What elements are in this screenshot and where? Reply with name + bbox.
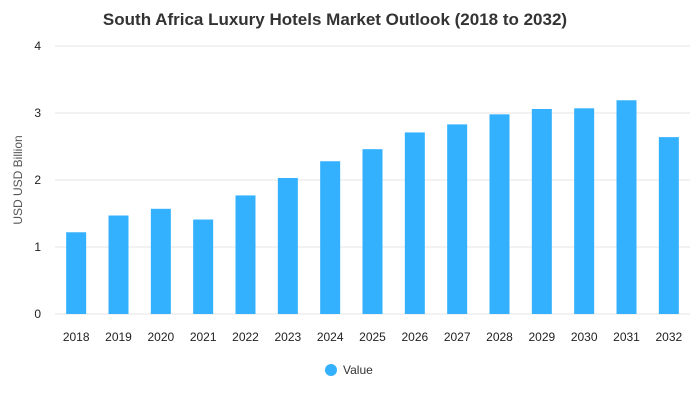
x-tick-label: 2023 <box>274 330 301 344</box>
x-tick-label: 2022 <box>232 330 259 344</box>
bar-2020[interactable] <box>150 208 171 314</box>
bar-2027[interactable] <box>447 124 468 314</box>
x-tick-label: 2024 <box>317 330 344 344</box>
x-tick-label: 2028 <box>486 330 513 344</box>
x-tick-label: 2027 <box>444 330 471 344</box>
bar-2031[interactable] <box>616 100 637 315</box>
bar-2022[interactable] <box>235 195 256 314</box>
legend-marker-value <box>325 364 337 376</box>
y-axis-ticks: 0 1 2 3 4 <box>34 39 41 321</box>
y-tick-label: 1 <box>34 240 41 254</box>
x-tick-label: 2018 <box>63 330 90 344</box>
chart-title: South Africa Luxury Hotels Market Outloo… <box>103 10 567 29</box>
bar-2024[interactable] <box>320 161 341 314</box>
x-tick-label: 2031 <box>613 330 640 344</box>
legend-label-value: Value <box>343 363 373 377</box>
bar-2030[interactable] <box>574 108 595 314</box>
bar-2023[interactable] <box>277 177 298 314</box>
x-tick-label: 2030 <box>571 330 598 344</box>
x-tick-label: 2019 <box>105 330 132 344</box>
y-tick-label: 4 <box>34 39 41 53</box>
bar-2028[interactable] <box>489 114 510 314</box>
bar-2026[interactable] <box>404 132 425 314</box>
x-tick-label: 2021 <box>190 330 217 344</box>
y-tick-label: 2 <box>34 173 41 187</box>
x-tick-label: 2026 <box>401 330 428 344</box>
x-axis-ticks: 2018 2019 2020 2021 2022 2023 2024 2025 2026 2027… <box>63 330 683 344</box>
bar-2021[interactable] <box>193 219 214 314</box>
x-tick-label: 2020 <box>147 330 174 344</box>
y-axis-title: USD USD Billion <box>11 135 25 224</box>
bar-2025[interactable] <box>362 149 383 314</box>
x-tick-label: 2025 <box>359 330 386 344</box>
bar-2032[interactable] <box>658 137 679 314</box>
bar-2018[interactable] <box>66 232 87 314</box>
y-tick-label: 0 <box>34 307 41 321</box>
bar-2029[interactable] <box>531 108 552 314</box>
x-tick-label: 2032 <box>655 330 682 344</box>
bars <box>66 100 679 315</box>
y-tick-label: 3 <box>34 106 41 120</box>
legend[interactable]: Value <box>325 363 373 377</box>
bar-2019[interactable] <box>108 215 129 314</box>
x-tick-label: 2029 <box>528 330 555 344</box>
